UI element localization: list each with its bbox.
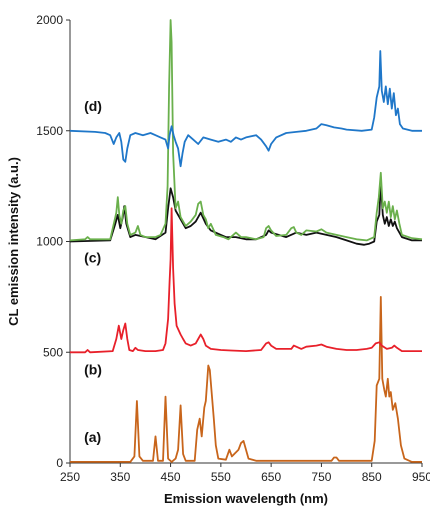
y-tick-label: 2000 [36, 13, 63, 27]
y-tick-label: 500 [43, 345, 63, 359]
series-line-0 [70, 296, 422, 463]
series-line-1 [70, 207, 422, 354]
x-axis-title: Emission wavelength (nm) [164, 491, 328, 506]
panel-label: (c) [84, 250, 101, 266]
y-tick-label: 1500 [36, 124, 63, 138]
panel-label: (d) [84, 98, 102, 114]
x-tick-label: 350 [110, 470, 130, 484]
panel-label: (a) [84, 429, 101, 445]
y-axis-title: CL emission intensity (a.u.) [6, 157, 21, 326]
x-tick-label: 250 [60, 470, 80, 484]
panel-label: (b) [84, 361, 102, 377]
y-tick-label: 0 [56, 456, 63, 470]
x-tick-label: 450 [161, 470, 181, 484]
series-line-4 [69, 50, 422, 168]
x-tick-label: 550 [211, 470, 231, 484]
x-tick-label: 850 [362, 470, 382, 484]
x-tick-label: 950 [412, 470, 430, 484]
plot-area: 0 500 1000 1500 2000 250 350 450 550 650 750 850 950… [36, 13, 430, 484]
x-tick-label: 750 [311, 470, 331, 484]
series-line-3 [69, 19, 423, 242]
x-tick-label: 650 [261, 470, 281, 484]
y-tick-label: 1000 [36, 235, 63, 249]
